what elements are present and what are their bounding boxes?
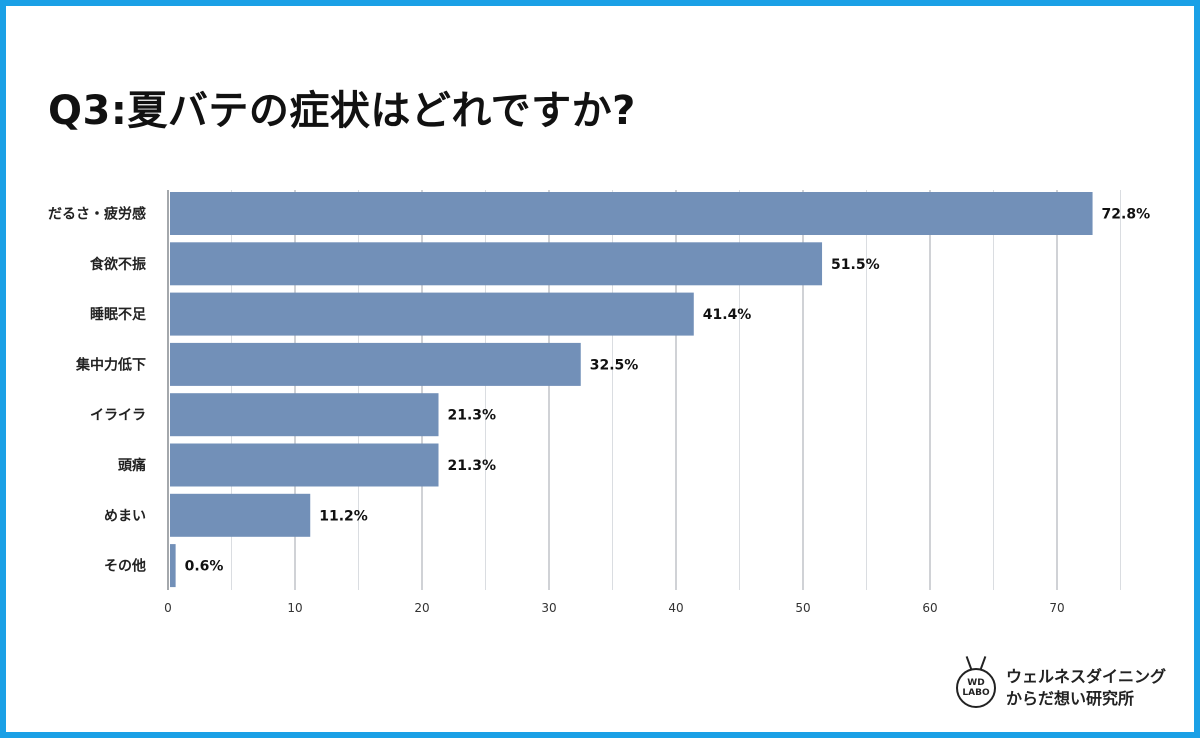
- bar-chart: 0 10 20 30 40 50 60 70 だるさ・疲労感 72.8% 食欲不振 51.5% 睡眠不足…: [48, 190, 1151, 615]
- x-tick-label: 60: [922, 601, 937, 615]
- bar: [170, 393, 439, 437]
- bar: [170, 342, 581, 386]
- x-tick-label: 70: [1049, 601, 1064, 615]
- bar: [170, 192, 1093, 235]
- value-label: 11.2%: [319, 508, 368, 524]
- chart-title: Q3:夏バテの症状はどれですか?: [48, 88, 636, 134]
- x-tick-label: 10: [287, 601, 302, 615]
- category-label: その他: [104, 558, 146, 575]
- logo-text-line2: からだ想い研究所: [1006, 689, 1135, 708]
- bar: [170, 544, 176, 588]
- logo-text: ウェルネスダイニング からだ想い研究所: [1006, 666, 1166, 710]
- value-label: 41.4%: [703, 307, 752, 323]
- logo-mark-line2: LABO: [962, 688, 990, 698]
- bar: [170, 493, 311, 537]
- category-label: 睡眠不足: [90, 307, 147, 323]
- bar: [170, 443, 439, 487]
- wd-labo-logo: WD LABO ウェルネスダイニング からだ想い研究所: [952, 646, 1182, 716]
- category-label: 集中力低下: [75, 356, 146, 373]
- value-label: 72.8%: [1102, 207, 1151, 223]
- category-label: めまい: [104, 508, 146, 524]
- value-label: 0.6%: [185, 559, 224, 575]
- category-label: イライラ: [90, 408, 146, 424]
- category-label: 食欲不振: [90, 256, 146, 273]
- value-label: 32.5%: [590, 357, 639, 373]
- logo-text-line1: ウェルネスダイニング: [1006, 667, 1167, 686]
- value-label: 21.3%: [448, 458, 497, 474]
- bar: [170, 292, 694, 336]
- x-tick-label: 50: [795, 601, 810, 615]
- x-tick-label: 20: [414, 601, 429, 615]
- value-label: 21.3%: [448, 408, 497, 424]
- logo-mark-line1: WD: [967, 678, 985, 688]
- category-label: だるさ・疲労感: [48, 206, 146, 223]
- x-tick-label: 30: [541, 601, 556, 615]
- x-tick-label: 0: [164, 601, 172, 615]
- logo-mark: WD LABO: [956, 668, 996, 708]
- x-tick-label: 40: [668, 601, 683, 615]
- value-label: 51.5%: [831, 257, 880, 273]
- bar: [170, 242, 823, 286]
- category-label: 頭痛: [118, 457, 146, 474]
